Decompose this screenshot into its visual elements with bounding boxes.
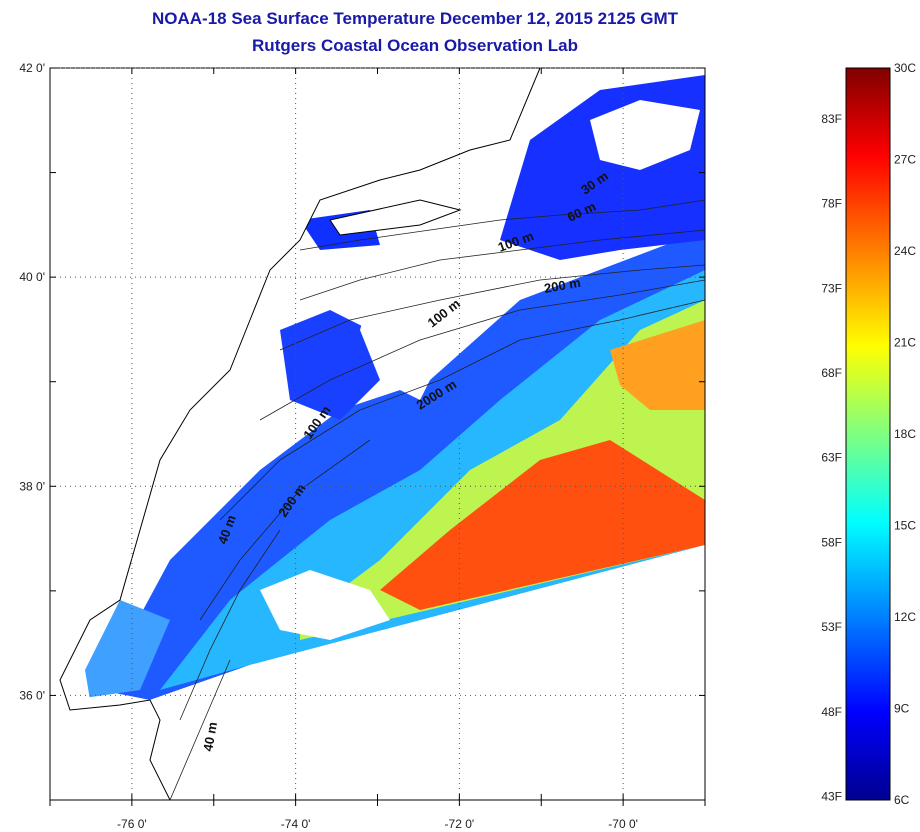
latitude-tick-label: 36 0' (19, 688, 45, 702)
celsius-label: 30C (894, 61, 916, 75)
celsius-label: 18C (894, 427, 916, 441)
longitude-tick-label: -72 0' (445, 817, 475, 831)
celsius-label: 9C (894, 702, 910, 716)
fahrenheit-label: 83F (821, 112, 842, 126)
cloud-gap-1 (360, 240, 470, 400)
map-subtitle: Rutgers Coastal Ocean Observation Lab (252, 36, 578, 55)
longitude-tick-label: -76 0' (117, 817, 147, 831)
celsius-label: 12C (894, 610, 916, 624)
gulf-stream-core (380, 440, 705, 610)
coastline (59, 68, 541, 800)
fahrenheit-label: 78F (821, 197, 842, 211)
cloud-gap-2 (260, 570, 390, 640)
southern-land (50, 665, 250, 800)
fahrenheit-label: 58F (821, 535, 842, 549)
bathymetry-contours (169, 199, 705, 800)
celsius-label: 6C (894, 793, 910, 807)
longitude-tick-label: -70 0' (608, 817, 638, 831)
axis-ticks (49, 67, 706, 806)
long-island (330, 200, 460, 235)
map-title: NOAA-18 Sea Surface Temperature December… (152, 9, 678, 28)
latitude-tick-label: 40 0' (19, 270, 45, 284)
warm-eddy (610, 320, 705, 410)
fahrenheit-label: 53F (821, 620, 842, 634)
longitude-tick-label: -74 0' (281, 817, 311, 831)
graticule (50, 67, 705, 800)
celsius-label: 21C (894, 336, 916, 350)
sst-swath: 30 m 60 m 100 m 200 m 100 m 2000 m 100 m… (50, 68, 705, 800)
fahrenheit-label: 63F (821, 451, 842, 465)
latitude-tick-label: 42 0' (19, 61, 45, 75)
colorbar-gradient (845, 67, 891, 801)
celsius-label: 24C (894, 244, 916, 258)
coastal-cool-strip (70, 600, 170, 700)
cloud-gap-3 (590, 100, 700, 170)
open-ocean-outside-swath (250, 545, 705, 800)
latitude-tick-label: 38 0' (19, 479, 45, 493)
fahrenheit-label: 48F (821, 705, 842, 719)
contour-label-200m: 200 m (543, 275, 582, 296)
contour-label-40m-south: 40 m (200, 721, 220, 753)
fahrenheit-label: 73F (821, 281, 842, 295)
land-mass (50, 68, 540, 640)
celsius-label: 15C (894, 519, 916, 533)
fahrenheit-label: 68F (821, 366, 842, 380)
long-island-outline (329, 199, 462, 236)
mid-atlantic-bight-patch (280, 310, 380, 420)
fahrenheit-label: 43F (821, 790, 842, 804)
celsius-label: 27C (894, 153, 916, 167)
